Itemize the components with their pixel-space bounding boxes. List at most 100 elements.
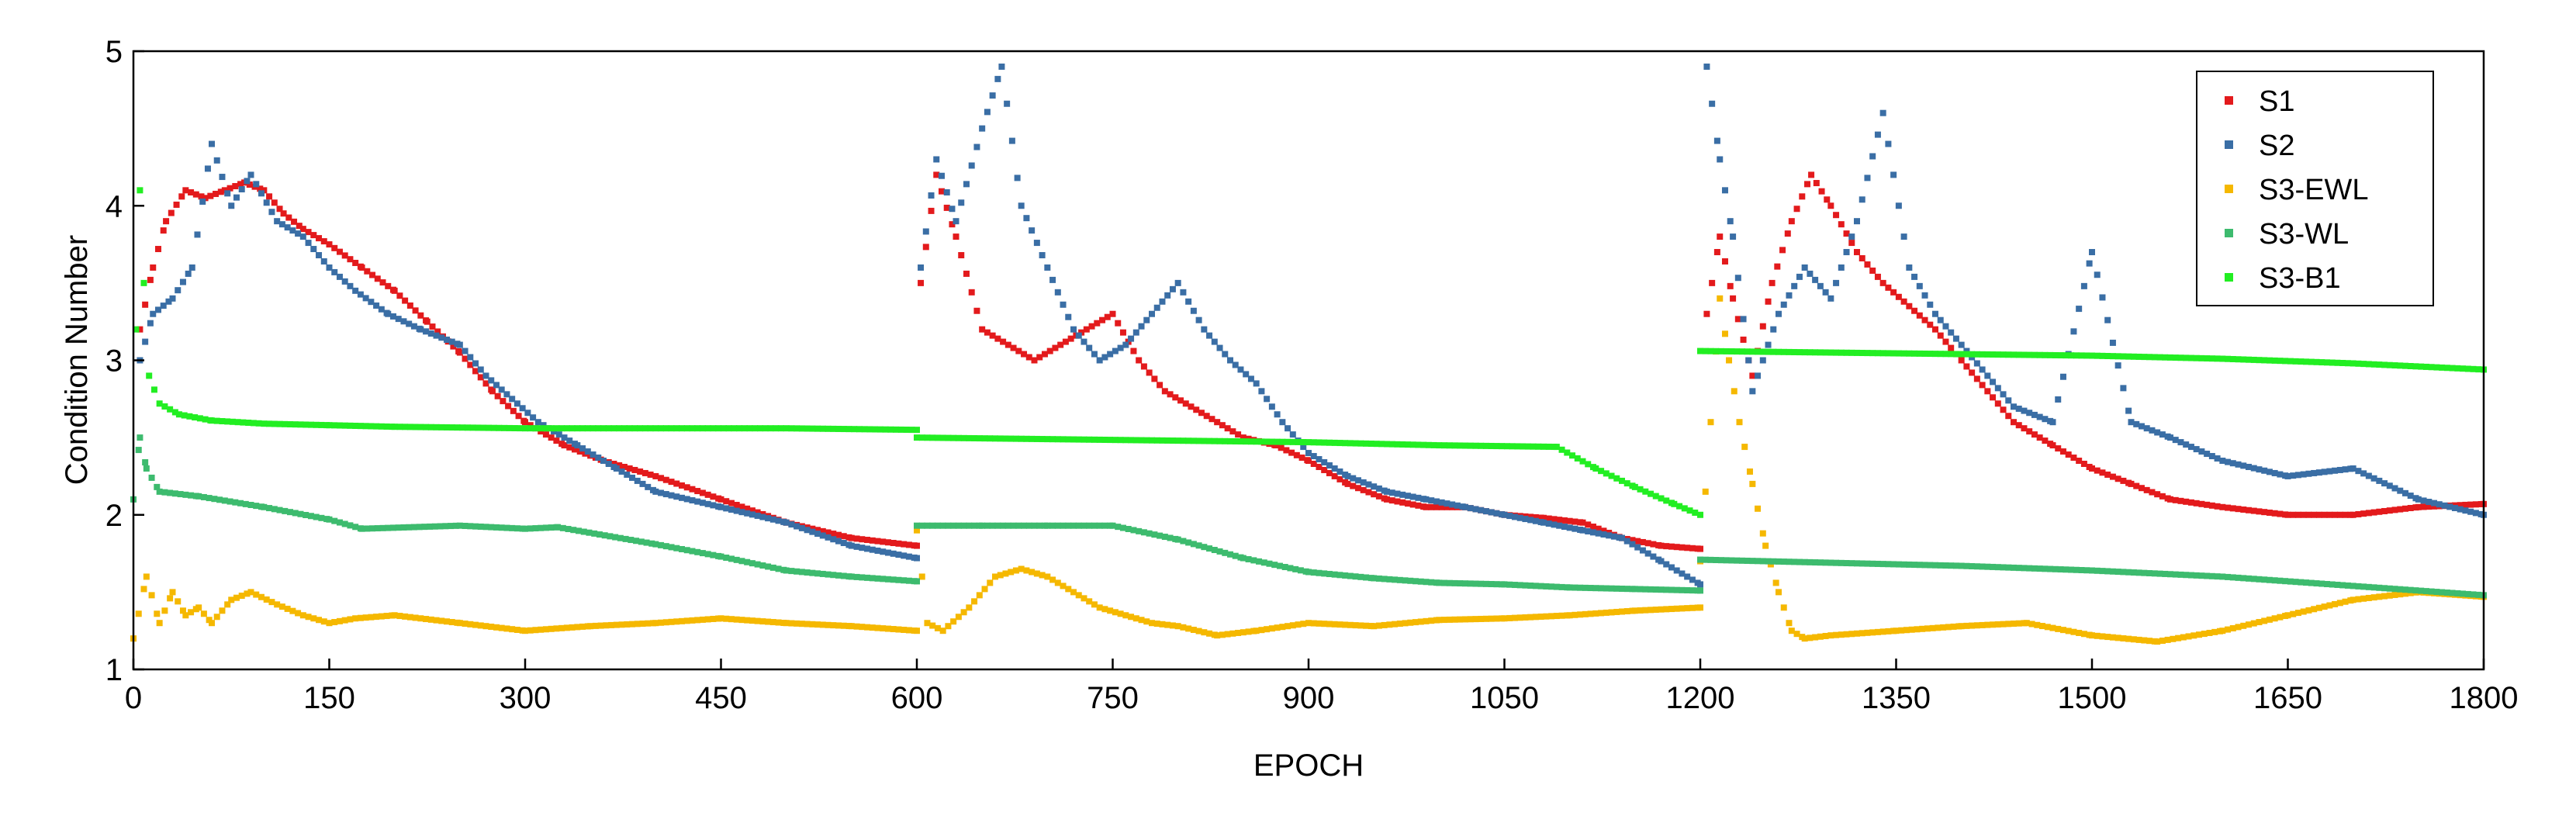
data-point xyxy=(1723,557,1730,564)
data-point xyxy=(219,607,226,614)
data-point xyxy=(2005,621,2012,628)
data-point xyxy=(1357,622,1364,629)
data-point xyxy=(219,418,226,425)
data-point xyxy=(253,181,260,188)
data-point xyxy=(981,586,988,593)
data-point xyxy=(1606,532,1613,539)
data-point xyxy=(1185,539,1192,546)
data-point xyxy=(434,328,441,335)
data-point xyxy=(429,323,436,330)
data-point xyxy=(2028,621,2035,628)
data-point xyxy=(569,624,576,631)
data-point xyxy=(2076,458,2083,465)
data-point xyxy=(2386,585,2393,592)
data-point xyxy=(1088,323,1095,330)
data-point xyxy=(2114,569,2121,576)
data-point xyxy=(1240,555,1247,562)
data-point xyxy=(1900,561,1907,568)
data-point xyxy=(1232,437,1239,444)
data-point xyxy=(234,419,241,426)
data-point xyxy=(438,334,445,341)
plot-area-frame xyxy=(132,50,2485,671)
data-point xyxy=(1572,525,1578,532)
data-point xyxy=(2159,493,2166,500)
data-point xyxy=(1021,351,1028,358)
data-point xyxy=(358,525,365,532)
data-point xyxy=(2089,249,2095,256)
data-point xyxy=(2300,511,2307,518)
data-point xyxy=(765,563,772,570)
data-point xyxy=(2063,352,2069,359)
data-point xyxy=(2381,507,2388,514)
data-point xyxy=(728,555,735,562)
data-point xyxy=(2120,385,2127,392)
data-point xyxy=(1169,437,1176,444)
data-point xyxy=(2271,577,2278,584)
data-point xyxy=(1428,497,1435,504)
data-point xyxy=(694,498,701,505)
data-point xyxy=(1245,555,1252,562)
data-point xyxy=(524,410,531,417)
data-point xyxy=(699,500,706,507)
data-point xyxy=(569,425,576,432)
data-point xyxy=(1446,616,1453,623)
data-point xyxy=(874,538,881,545)
data-point xyxy=(1352,440,1359,447)
data-point xyxy=(1285,438,1291,445)
data-point xyxy=(1264,438,1271,445)
data-point xyxy=(291,218,298,225)
data-point xyxy=(1392,576,1399,583)
data-point xyxy=(2360,361,2367,368)
data-point xyxy=(1859,196,1865,203)
data-point xyxy=(379,524,386,531)
data-point xyxy=(2339,582,2346,589)
data-point xyxy=(2412,363,2419,370)
data-point xyxy=(2026,565,2033,572)
data-point xyxy=(198,193,205,200)
data-point xyxy=(2240,622,2247,629)
data-point xyxy=(2094,467,2101,474)
data-point xyxy=(1631,607,1638,614)
data-point xyxy=(845,426,852,433)
data-point xyxy=(1086,344,1093,351)
data-point xyxy=(2277,358,2284,365)
data-point xyxy=(1433,503,1440,510)
data-point xyxy=(448,523,455,530)
data-point xyxy=(1096,522,1103,529)
data-point xyxy=(1734,557,1741,564)
data-point xyxy=(433,424,440,430)
data-point xyxy=(2365,510,2372,517)
data-point xyxy=(179,278,186,285)
data-point xyxy=(247,171,254,178)
data-point xyxy=(1081,436,1087,443)
data-point xyxy=(2229,355,2236,362)
data-point xyxy=(918,264,925,271)
data-point xyxy=(368,299,375,306)
data-point xyxy=(939,628,946,634)
data-point xyxy=(1765,348,1772,355)
data-point xyxy=(2070,455,2077,462)
data-point xyxy=(2266,357,2273,364)
data-point xyxy=(1229,428,1236,435)
data-point xyxy=(1908,626,1915,633)
data-point xyxy=(553,625,560,632)
data-point xyxy=(1451,442,1458,449)
data-point xyxy=(1843,349,1850,356)
data-point xyxy=(385,524,392,531)
data-point xyxy=(229,418,236,425)
data-point xyxy=(148,592,155,599)
data-point xyxy=(284,605,291,612)
data-point xyxy=(2225,626,2232,633)
data-point xyxy=(1762,542,1769,549)
data-point xyxy=(1289,431,1296,438)
data-point xyxy=(866,426,873,433)
data-point xyxy=(1149,310,1155,317)
data-point xyxy=(1780,301,1787,308)
data-point xyxy=(1404,493,1411,500)
data-point xyxy=(240,419,247,426)
data-point xyxy=(1749,558,1756,565)
data-point xyxy=(629,474,636,481)
data-point xyxy=(819,527,826,534)
data-point xyxy=(431,523,438,530)
